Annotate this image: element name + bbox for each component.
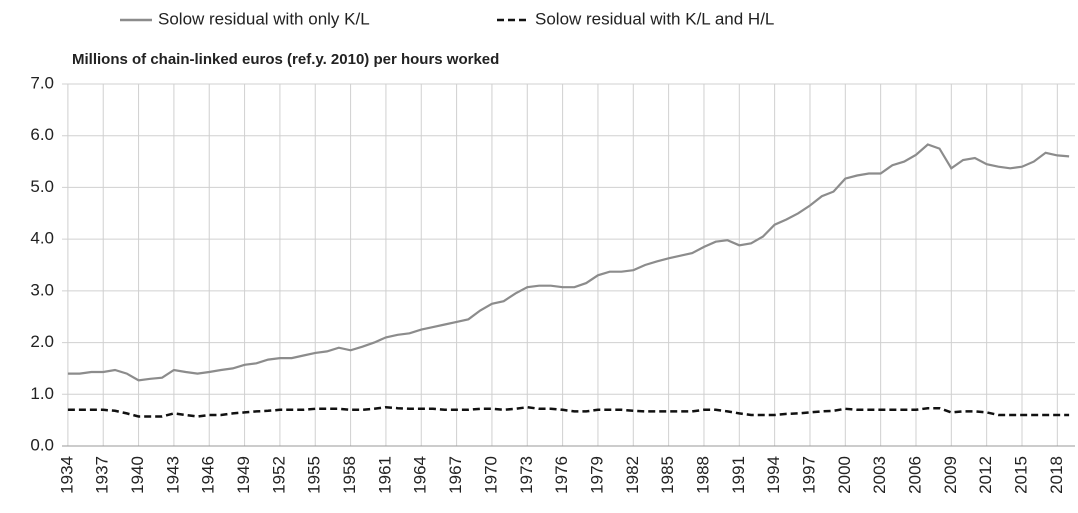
x-tick-label: 1958 — [340, 456, 359, 494]
y-tick-label: 0.0 — [30, 435, 54, 454]
x-tick-label: 1985 — [658, 456, 677, 494]
x-tick-label: 1952 — [269, 456, 288, 494]
line-series — [67, 405, 1070, 418]
x-tick-label: 1997 — [799, 456, 818, 494]
x-tick-label: 1967 — [446, 456, 465, 494]
x-tick-label: 1964 — [411, 456, 430, 494]
x-tick-label: 1940 — [128, 456, 147, 494]
y-tick-label: 3.0 — [30, 280, 54, 299]
line-series — [67, 143, 1070, 382]
x-tick-label: 1979 — [587, 456, 606, 494]
x-tick-label: 2018 — [1047, 456, 1066, 494]
x-tick-label: 2009 — [941, 456, 960, 494]
x-tick-label: 1976 — [552, 456, 571, 494]
x-tick-label: 1943 — [163, 456, 182, 494]
y-tick-label: 5.0 — [30, 177, 54, 196]
x-tick-label: 1988 — [693, 456, 712, 494]
legend-label: Solow residual with only K/L — [158, 9, 370, 28]
x-tick-label: 1961 — [375, 456, 394, 494]
x-tick-label: 2012 — [976, 456, 995, 494]
x-tick-label: 1949 — [234, 456, 253, 494]
x-tick-label: 2015 — [1011, 456, 1030, 494]
x-tick-label: 2006 — [905, 456, 924, 494]
x-tick-label: 1973 — [517, 456, 536, 494]
x-tick-label: 1982 — [623, 456, 642, 494]
x-tick-label: 1946 — [199, 456, 218, 494]
chart-subtitle: Millions of chain-linked euros (ref.y. 2… — [72, 51, 499, 68]
legend-label: Solow residual with K/L and H/L — [535, 9, 774, 28]
y-tick-label: 4.0 — [30, 229, 54, 248]
x-tick-label: 1937 — [93, 456, 112, 494]
x-tick-label: 1991 — [729, 456, 748, 494]
x-tick-label: 2003 — [870, 456, 889, 494]
x-tick-label: 1955 — [305, 456, 324, 494]
y-tick-label: 6.0 — [30, 125, 54, 144]
x-tick-label: 1934 — [57, 456, 76, 494]
x-tick-label: 2000 — [835, 456, 854, 494]
y-tick-label: 2.0 — [30, 332, 54, 351]
x-tick-label: 1970 — [481, 456, 500, 494]
y-tick-label: 7.0 — [30, 73, 54, 92]
y-tick-label: 1.0 — [30, 384, 54, 403]
x-tick-label: 1994 — [764, 456, 783, 494]
